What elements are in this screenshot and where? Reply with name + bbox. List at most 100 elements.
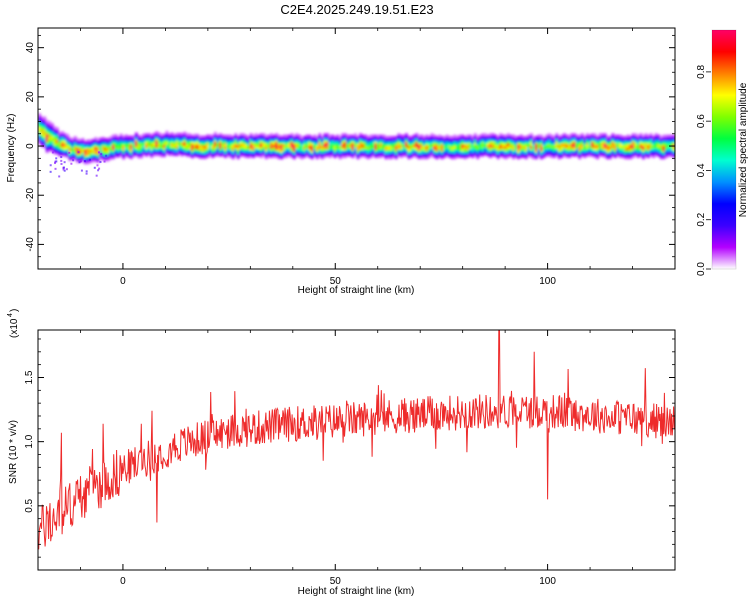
spectrogram-cell [292,134,296,137]
spectrogram-cell [417,143,421,147]
spectrogram-cell [420,134,424,137]
spectrogram-cell [626,146,630,149]
spectrogram-cell [195,144,200,147]
spectrogram-cell [532,141,536,144]
spectrogram-cell [376,152,381,155]
spectrogram-cell [613,156,617,159]
spectrogram-cell [672,154,675,157]
spectrogram-cell [116,141,121,145]
spectrogram-cell [43,125,47,128]
spectrogram-cell [560,150,564,153]
spectrogram-cell [269,137,274,140]
spectrogram-cell [501,150,505,153]
spectrogram-cell [509,134,513,137]
spectrogram-cell [55,133,59,136]
spectrogram-cell [636,150,640,153]
spectrogram-cell [580,142,584,145]
spectrogram-cell [272,138,276,141]
spectrogram-cell [613,150,617,153]
spectrogram-cell [78,138,82,141]
spectrogram-cell [397,141,401,144]
spectrogram-cell [157,154,161,157]
spectrogram-cell [234,154,238,157]
spectrogram-cell [631,156,635,159]
spectrogram-cell [573,137,577,140]
spectrogram-cell [343,149,347,152]
spectrogram-cell [252,149,256,152]
spectrogram-cell [224,148,228,151]
spectrogram-cell [139,149,144,152]
spectrogram-cell [527,152,531,155]
spectrogram-cell [60,140,65,143]
spectrogram-cell [145,138,149,141]
spectrogram-cell [50,147,54,150]
spectrogram-cell [274,138,279,141]
spectrogram-cell [596,150,600,153]
spectrogram-cell [53,139,57,143]
spectrogram-cell [280,142,284,145]
spectrogram-cell [458,138,462,141]
spectrogram-cell [78,142,82,146]
spectrogram-cell [455,135,460,138]
spectrogram-cell [193,144,197,147]
spectrogram-cell [443,149,447,152]
spectrogram-cell [557,137,561,140]
spectrogram-cell [654,138,658,141]
spectrogram-cell [552,142,556,145]
spectrogram-cell [646,135,651,138]
spectrogram-cell [302,145,307,148]
spectrogram-cell [305,143,309,147]
spectrogram-cell [506,143,510,147]
spectrogram-cell [231,138,235,141]
spectrogram-cell [287,139,291,142]
spectrogram-cell [272,141,276,144]
spectrogram-cell [606,156,610,159]
spectrogram-cell [290,142,294,145]
spectrogram-cell [229,146,233,149]
spectrogram-cell [590,138,595,141]
spectrogram-cell [124,146,128,149]
spectrogram-cell [318,148,322,151]
spectrogram-cell [68,153,72,156]
spectrogram-cell [106,147,110,150]
spectrogram-cell [476,150,480,153]
spectrogram-cell [185,152,189,155]
spectrogram-cell [427,152,431,155]
spectrogram-cell [295,138,299,141]
spectrogram-cell [193,143,197,146]
spectrogram-cell [562,141,567,144]
spectrogram-cell [473,135,477,138]
spectrogram-speckle [68,151,71,154]
spectrogram-cell [463,137,467,140]
spectrogram-cell [320,146,324,149]
spectrogram-cell [606,149,610,152]
spectrogram-cell [641,149,646,152]
spectrogram-cell [269,145,274,148]
spectrogram-cell [652,146,656,149]
spectrogram-cell [613,145,617,148]
spectrogram-cell [359,153,363,156]
spectrogram-cell [659,148,663,151]
spectrogram-cell [224,139,228,142]
spectrogram-cell [305,135,309,138]
spectrogram-cell [443,139,447,142]
spectrogram-cell [139,156,144,159]
spectrogram-cell [644,153,648,156]
spectrogram-cell [234,145,238,148]
spectrogram-cell [50,137,54,141]
spectrogram-cell [583,154,587,157]
spectrogram-cell [573,138,577,141]
spectrogram-cell [249,152,253,155]
spectrogram-cell [346,135,350,138]
spectrogram-cell [534,135,539,138]
spectrogram-cell [188,146,192,149]
spectrogram-cell [506,133,510,136]
spectrogram-cell [387,139,391,142]
spectrogram-cell [109,146,113,149]
spectrogram-cell [567,135,572,138]
spectrogram-cell [190,145,195,148]
spectrogram-cell [331,138,335,141]
spectrogram-cell [244,142,248,145]
spectrogram-cell [371,139,375,142]
